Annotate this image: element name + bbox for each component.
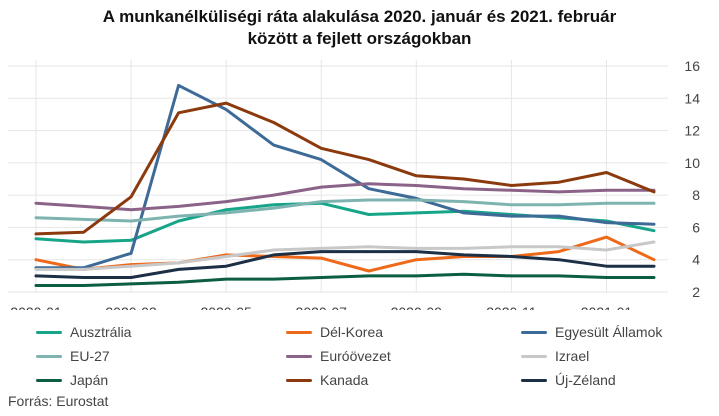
x-tick-label: 2020-05: [200, 304, 252, 310]
x-tick-label: 2020-07: [296, 304, 348, 310]
legend-swatch: [521, 354, 547, 358]
x-tick-label: 2020-09: [391, 304, 443, 310]
line-chart: 2020-01 2020-03 2020-05 2020-07 2020-09 2020-…: [8, 58, 700, 310]
legend-label: Izrael: [555, 348, 590, 364]
tick-layer: 2020-01 2020-03 2020-05 2020-07 2020-09 2020-…: [10, 58, 700, 310]
y-tick-label: 16: [684, 58, 700, 74]
y-tick-label: 14: [684, 90, 700, 106]
legend-label: Egyesült Államok: [555, 324, 663, 340]
legend-label: Ausztrália: [70, 324, 132, 340]
legend-item: Kanada: [286, 370, 368, 390]
y-tick-label: 12: [684, 123, 700, 139]
legend-item: EU-27: [36, 346, 110, 366]
y-tick-label: 2: [692, 284, 700, 300]
x-tick-label: 2020-01: [10, 304, 62, 310]
legend-swatch: [36, 354, 62, 358]
x-tick-label: 2020-11: [486, 304, 537, 310]
legend-swatch: [286, 330, 312, 334]
legend-swatch: [36, 378, 62, 382]
grid-layer: [8, 60, 668, 293]
legend-swatch: [286, 378, 312, 382]
source-note: Forrás: Eurostat: [8, 393, 109, 409]
legend-label: Euróövezet: [320, 348, 391, 364]
series-line-eu-27: [34, 198, 656, 223]
y-tick-label: 6: [692, 219, 700, 235]
x-tick-label: 2021-01: [581, 304, 633, 310]
legend-swatch: [521, 378, 547, 382]
legend-label: Japán: [70, 372, 109, 388]
legend-swatch: [286, 354, 312, 358]
legend-item: Euróövezet: [286, 346, 391, 366]
y-tick-label: 10: [684, 155, 700, 171]
series-line-uj-zeland: [34, 250, 656, 279]
legend-label: Új-Zéland: [555, 372, 616, 388]
legend-item: Izrael: [521, 346, 589, 366]
y-tick-label: 4: [692, 252, 700, 268]
legend-item: Japán: [36, 370, 108, 390]
legend-item: Új-Zéland: [521, 370, 616, 390]
legend-swatch: [36, 330, 62, 334]
legend-item: Ausztrália: [36, 322, 131, 342]
y-tick-label: 8: [692, 187, 700, 203]
legend-label: Dél-Korea: [320, 324, 384, 340]
legend-item: Dél-Korea: [286, 322, 383, 342]
chart-title-line-1: A munkanélküliségi ráta alakulása 2020. …: [102, 7, 617, 26]
series-line-kanada: [34, 101, 656, 236]
series-layer: [34, 83, 656, 287]
legend-label: Kanada: [320, 372, 369, 388]
series-line-izrael: [34, 240, 656, 271]
legend-label: EU-27: [70, 348, 110, 364]
series-line-egyesult-allamok: [34, 83, 656, 270]
series-line-japan: [34, 272, 656, 287]
legend-item: Egyesült Államok: [521, 322, 662, 342]
x-tick-label: 2020-03: [105, 304, 157, 310]
chart-title: A munkanélküliségi ráta alakulása 2020. …: [0, 6, 719, 50]
legend-swatch: [521, 330, 547, 334]
chart-title-line-2: között a fejlett országokban: [247, 29, 472, 48]
series-line-euroovezet: [34, 182, 656, 212]
